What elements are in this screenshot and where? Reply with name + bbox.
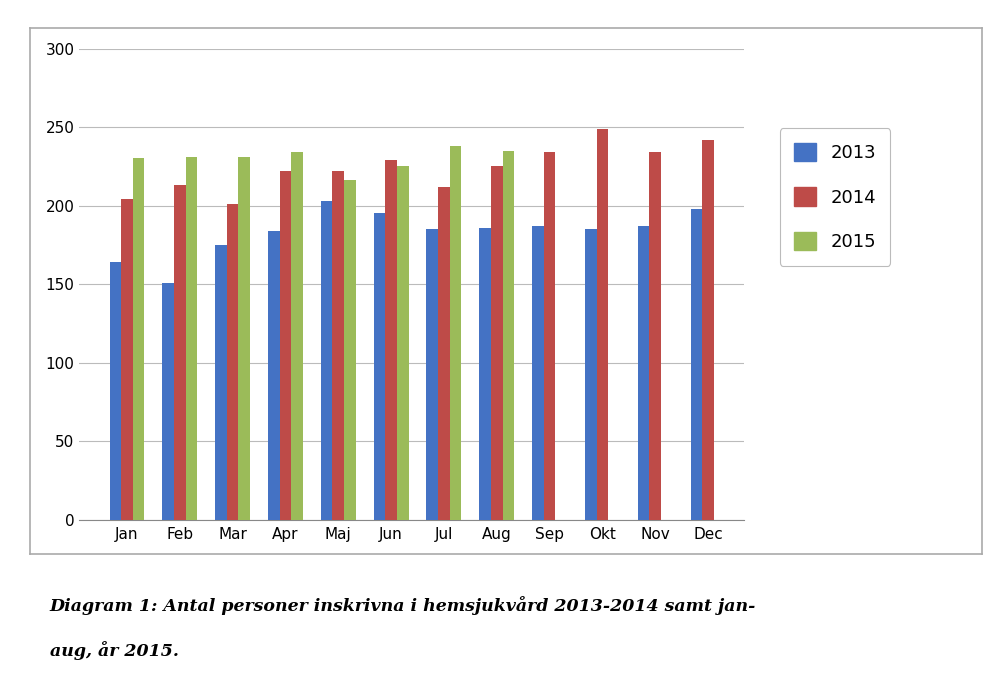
Bar — [163, 283, 174, 520]
Bar — [397, 166, 409, 520]
Bar — [268, 231, 280, 520]
Bar — [374, 213, 385, 520]
Bar — [544, 152, 556, 520]
Bar — [650, 152, 661, 520]
Bar — [133, 159, 145, 520]
Bar — [438, 186, 449, 520]
Bar — [585, 229, 596, 520]
Bar — [320, 201, 332, 520]
Bar — [690, 209, 702, 520]
Bar — [238, 157, 250, 520]
Legend: 2013, 2014, 2015: 2013, 2014, 2015 — [780, 128, 890, 265]
Bar — [427, 229, 438, 520]
Text: Diagram 1: Antal personer inskrivna i hemsjukvård 2013-2014 samt jan-: Diagram 1: Antal personer inskrivna i he… — [50, 596, 756, 615]
Bar — [385, 160, 397, 520]
Bar — [121, 200, 133, 520]
Bar — [532, 226, 544, 520]
Bar — [227, 204, 238, 520]
Bar — [449, 146, 461, 520]
Bar — [332, 171, 344, 520]
Bar — [638, 226, 650, 520]
Bar — [215, 245, 227, 520]
Bar — [491, 166, 503, 520]
Bar — [702, 139, 714, 520]
Bar — [479, 227, 491, 520]
Bar — [109, 262, 121, 520]
Bar — [503, 150, 514, 520]
Bar — [186, 157, 197, 520]
Text: aug, år 2015.: aug, år 2015. — [50, 641, 179, 660]
Bar — [344, 180, 356, 520]
Bar — [596, 129, 608, 520]
Bar — [292, 152, 303, 520]
Bar — [174, 185, 186, 520]
Bar — [280, 171, 292, 520]
